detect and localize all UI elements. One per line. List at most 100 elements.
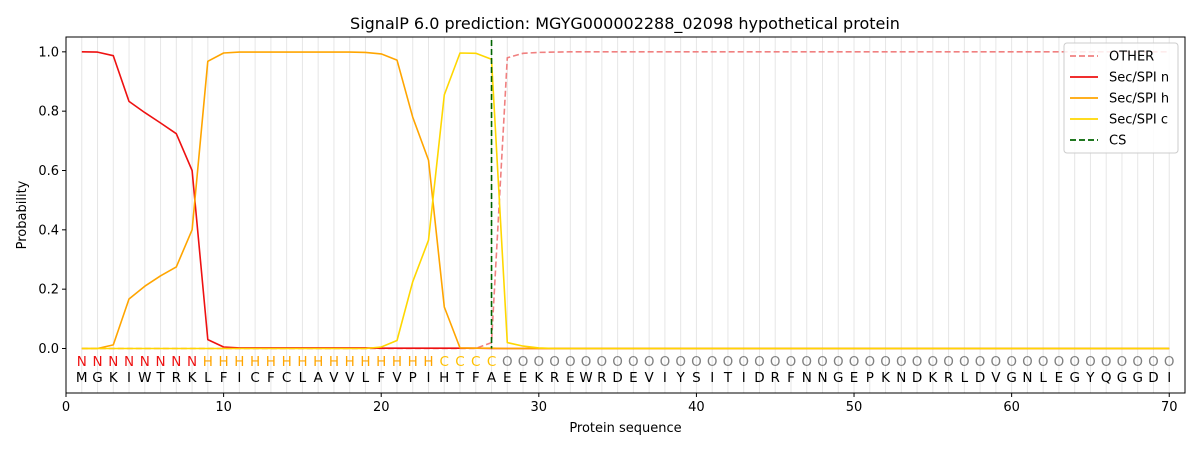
residue-label: R — [944, 370, 953, 386]
region-label: H — [203, 354, 213, 370]
residue-label: A — [314, 370, 324, 386]
x-tick-label: 50 — [846, 400, 863, 415]
region-label: O — [786, 354, 797, 370]
region-label: O — [707, 354, 718, 370]
axis-ticks: 0 10 20 30 40 50 60 70 0.0 0.2 0.4 0.6 0.8 1.0 — [38, 45, 1177, 415]
region-label: C — [455, 354, 464, 370]
residue-label: T — [155, 370, 165, 386]
region-label: H — [392, 354, 402, 370]
region-label: O — [1101, 354, 1112, 370]
region-label: H — [329, 354, 339, 370]
residue-label: M — [76, 370, 88, 386]
region-label: N — [140, 354, 150, 370]
residue-label: N — [1022, 370, 1032, 386]
x-tick-label: 20 — [373, 400, 390, 415]
residue-label: G — [1117, 370, 1127, 386]
y-tick-label: 1.0 — [38, 45, 59, 60]
residue-label: S — [692, 370, 701, 386]
residue-label: V — [329, 370, 339, 386]
residue-label: K — [109, 370, 119, 386]
residue-label: L — [1039, 370, 1047, 386]
region-label: O — [864, 354, 875, 370]
residue-label: N — [802, 370, 812, 386]
region-label: N — [77, 354, 87, 370]
region-label: H — [345, 354, 355, 370]
sequence-labels: NMNGNKNINWNTNRNKHLHFHIHCHFHCHLHAHVHVHLHF… — [76, 354, 1175, 386]
residue-label: F — [787, 370, 795, 386]
region-label: O — [549, 354, 560, 370]
residue-label: D — [754, 370, 764, 386]
residue-label: D — [975, 370, 985, 386]
region-label: N — [124, 354, 134, 370]
region-label: H — [297, 354, 307, 370]
region-label: O — [612, 354, 623, 370]
x-tick-label: 40 — [688, 400, 705, 415]
region-label: O — [1117, 354, 1128, 370]
plot-frame — [65, 36, 1186, 394]
grid-layer — [81, 37, 1170, 393]
region-label: O — [880, 354, 891, 370]
region-label: O — [1148, 354, 1159, 370]
region-label: O — [1085, 354, 1096, 370]
residue-label: K — [534, 370, 544, 386]
residue-label: Y — [676, 370, 686, 386]
x-axis-label: Protein sequence — [569, 421, 681, 436]
region-label: H — [234, 354, 244, 370]
residue-label: W — [579, 370, 592, 386]
region-label: O — [1006, 354, 1017, 370]
region-label: O — [502, 354, 513, 370]
region-label: H — [313, 354, 323, 370]
residue-label: I — [427, 370, 431, 386]
region-label: H — [250, 354, 260, 370]
residue-label: R — [771, 370, 780, 386]
residue-label: C — [250, 370, 259, 386]
region-label: O — [628, 354, 639, 370]
residue-label: V — [645, 370, 655, 386]
legend-box — [1063, 42, 1179, 154]
residue-label: I — [663, 370, 667, 386]
residue-label: D — [912, 370, 922, 386]
region-label: C — [471, 354, 480, 370]
residue-label: E — [629, 370, 638, 386]
residue-label: R — [172, 370, 181, 386]
residue-label: F — [472, 370, 480, 386]
residue-label: N — [896, 370, 906, 386]
region-label: O — [1054, 354, 1065, 370]
region-label: O — [912, 354, 923, 370]
residue-label: E — [1055, 370, 1064, 386]
region-label: O — [581, 354, 592, 370]
region-label: O — [754, 354, 765, 370]
x-tick-label: 70 — [1161, 400, 1178, 415]
region-label: N — [92, 354, 102, 370]
region-label: O — [817, 354, 828, 370]
y-tick-label: 0.8 — [38, 105, 59, 120]
residue-label: L — [362, 370, 370, 386]
residue-label: R — [550, 370, 559, 386]
region-label: H — [266, 354, 276, 370]
legend-label: OTHER — [1109, 50, 1154, 65]
series-line-sec-spi-c — [81, 52, 1170, 350]
x-tick-label: 10 — [215, 400, 232, 415]
residue-label: T — [455, 370, 465, 386]
region-label: H — [360, 354, 370, 370]
legend-label: CS — [1109, 134, 1126, 149]
region-label: O — [533, 354, 544, 370]
residue-label: G — [1069, 370, 1079, 386]
residue-label: G — [833, 370, 843, 386]
region-label: O — [1164, 354, 1175, 370]
residue-label: A — [487, 370, 497, 386]
legend: OTHER Sec/SPI n Sec/SPI h Sec/SPI c CS — [1063, 42, 1179, 154]
legend-label: Sec/SPI n — [1109, 71, 1169, 86]
region-label: H — [423, 354, 433, 370]
residue-label: I — [710, 370, 714, 386]
region-label: C — [487, 354, 496, 370]
residue-label: L — [204, 370, 212, 386]
region-label: O — [660, 354, 671, 370]
residue-label: P — [866, 370, 874, 386]
region-label: O — [833, 354, 844, 370]
region-label: O — [896, 354, 907, 370]
residue-label: K — [881, 370, 891, 386]
series-layer — [81, 40, 1170, 350]
